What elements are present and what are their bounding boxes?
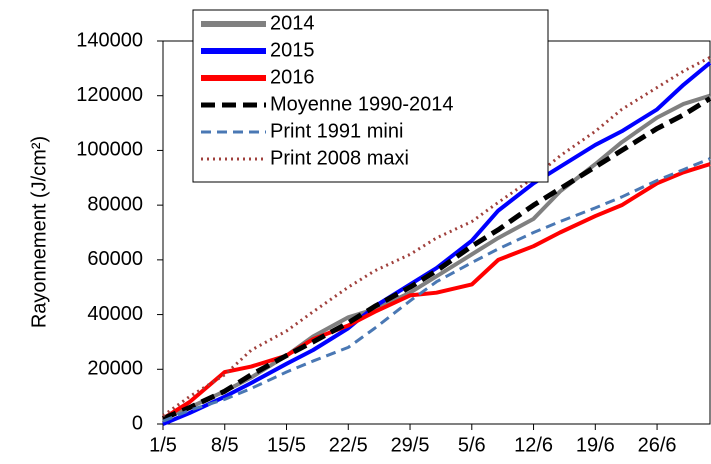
- y-tick-label: 60000: [87, 248, 143, 270]
- x-tick-label: 26/6: [638, 434, 677, 456]
- y-tick-label: 20000: [87, 358, 143, 380]
- series-line: [162, 61, 711, 426]
- x-tick-label: 15/5: [267, 434, 306, 456]
- x-tick-label: 12/6: [514, 434, 553, 456]
- y-tick-label: 0: [132, 412, 143, 434]
- series-line: [162, 157, 711, 423]
- x-tick-label: 19/6: [576, 434, 615, 456]
- legend-label: Print 2008 maxi: [270, 147, 409, 169]
- y-tick-label: 80000: [87, 193, 143, 215]
- x-tick-label: 22/5: [329, 434, 368, 456]
- legend-box: [192, 9, 549, 183]
- y-tick-label: 40000: [87, 303, 143, 325]
- legend-label: 2016: [270, 66, 315, 88]
- y-axis-label: Rayonnement (J/cm²): [28, 136, 50, 328]
- y-tick-label: 120000: [76, 84, 143, 106]
- y-tick-label: 140000: [76, 29, 143, 51]
- legend-label: Print 1991 mini: [270, 120, 403, 142]
- series-line: [162, 96, 711, 421]
- series-line: [162, 56, 711, 418]
- legend-label: 2015: [270, 39, 315, 61]
- legend-label: Moyenne 1990-2014: [270, 93, 453, 115]
- x-tick-label: 8/5: [211, 434, 239, 456]
- y-tick-label: 100000: [76, 139, 143, 161]
- x-tick-label: 5/6: [458, 434, 486, 456]
- x-tick-label: 1/5: [149, 434, 177, 456]
- x-tick-label: 29/5: [391, 434, 430, 456]
- series-line: [161, 162, 711, 421]
- legend-label: 2014: [270, 12, 315, 34]
